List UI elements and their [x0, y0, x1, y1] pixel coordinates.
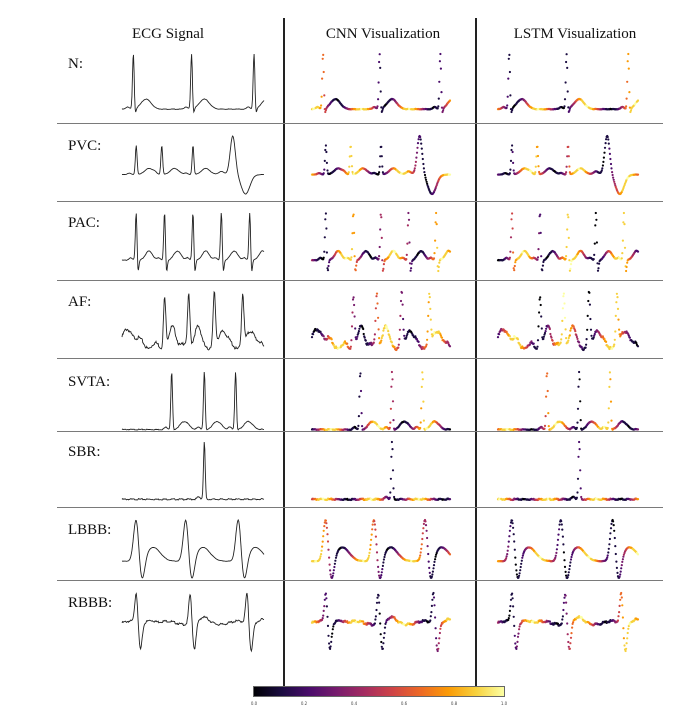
cnn-trace-svta: [310, 370, 452, 432]
row-label-pac: PAC:: [68, 215, 100, 231]
lstm-trace-rbbb: [496, 591, 640, 653]
ecg-trace-pac: [121, 212, 265, 272]
ecg-trace-pvc: [121, 135, 264, 195]
colorbar-tick-label: 0.0: [250, 701, 258, 706]
row-label-lbbb: LBBB:: [68, 522, 112, 538]
lstm-trace-af: [496, 290, 640, 352]
ecg-line-rbbb: [121, 592, 265, 653]
row-divider-3: [57, 280, 663, 281]
lstm-trace-pvc: [496, 134, 640, 196]
importance-colorbar: [253, 686, 505, 697]
row-divider-5: [57, 431, 663, 432]
ecg-trace-rbbb: [121, 592, 265, 653]
row-label-rbbb: RBBB:: [68, 595, 113, 611]
ecg-line-lbbb: [121, 518, 265, 579]
lstm-trace-sbr: [496, 440, 640, 502]
cnn-trace-pac: [310, 211, 452, 273]
ecg-line-n: [121, 53, 265, 114]
ecg-line-pac: [121, 212, 265, 272]
lstm-trace-lbbb: [496, 518, 640, 580]
cnn-trace-sbr: [310, 440, 452, 502]
ecg-line-sbr: [121, 441, 265, 501]
colorbar-tick-label: 0.2: [300, 701, 308, 706]
header-ecg-signal: ECG Signal: [131, 26, 205, 42]
column-divider-1: [283, 18, 285, 686]
row-divider-4: [57, 358, 663, 359]
row-divider-2: [57, 201, 663, 202]
row-divider-6: [57, 507, 663, 508]
row-label-sbr: SBR:: [68, 444, 101, 460]
row-divider-1: [57, 123, 663, 124]
row-label-pvc: PVC:: [68, 138, 102, 154]
ecg-line-svta: [121, 371, 264, 431]
cnn-trace-af: [310, 290, 452, 352]
lstm-trace-pac: [496, 211, 640, 273]
row-label-af: AF:: [68, 294, 92, 310]
colorbar-tick-label: 0.8: [450, 701, 458, 706]
colorbar-tick-label: 1.0: [500, 701, 508, 706]
cnn-trace-lbbb: [310, 518, 452, 580]
lstm-trace-n: [496, 52, 640, 114]
column-divider-2: [475, 18, 477, 686]
header-cnn-visualization: CNN Visualization: [325, 26, 441, 42]
cnn-trace-pvc: [310, 134, 452, 196]
colorbar-tick-label: 0.6: [400, 701, 408, 706]
colorbar-tick-label: 0.4: [350, 701, 358, 706]
ecg-line-pvc: [121, 135, 264, 195]
row-label-svta: SVTA:: [68, 374, 111, 390]
ecg-trace-af: [121, 290, 265, 351]
cnn-trace-rbbb: [310, 591, 452, 653]
ecg-trace-sbr: [121, 441, 265, 501]
ecg-trace-n: [121, 53, 265, 114]
row-label-n: N:: [68, 56, 83, 72]
ecg-trace-lbbb: [121, 518, 265, 579]
row-divider-7: [57, 580, 663, 581]
ecg-trace-svta: [121, 371, 264, 431]
cnn-trace-n: [310, 52, 452, 114]
ecg-line-af: [121, 290, 265, 351]
lstm-trace-svta: [496, 370, 640, 432]
header-lstm-visualization: LSTM Visualization: [513, 26, 637, 42]
